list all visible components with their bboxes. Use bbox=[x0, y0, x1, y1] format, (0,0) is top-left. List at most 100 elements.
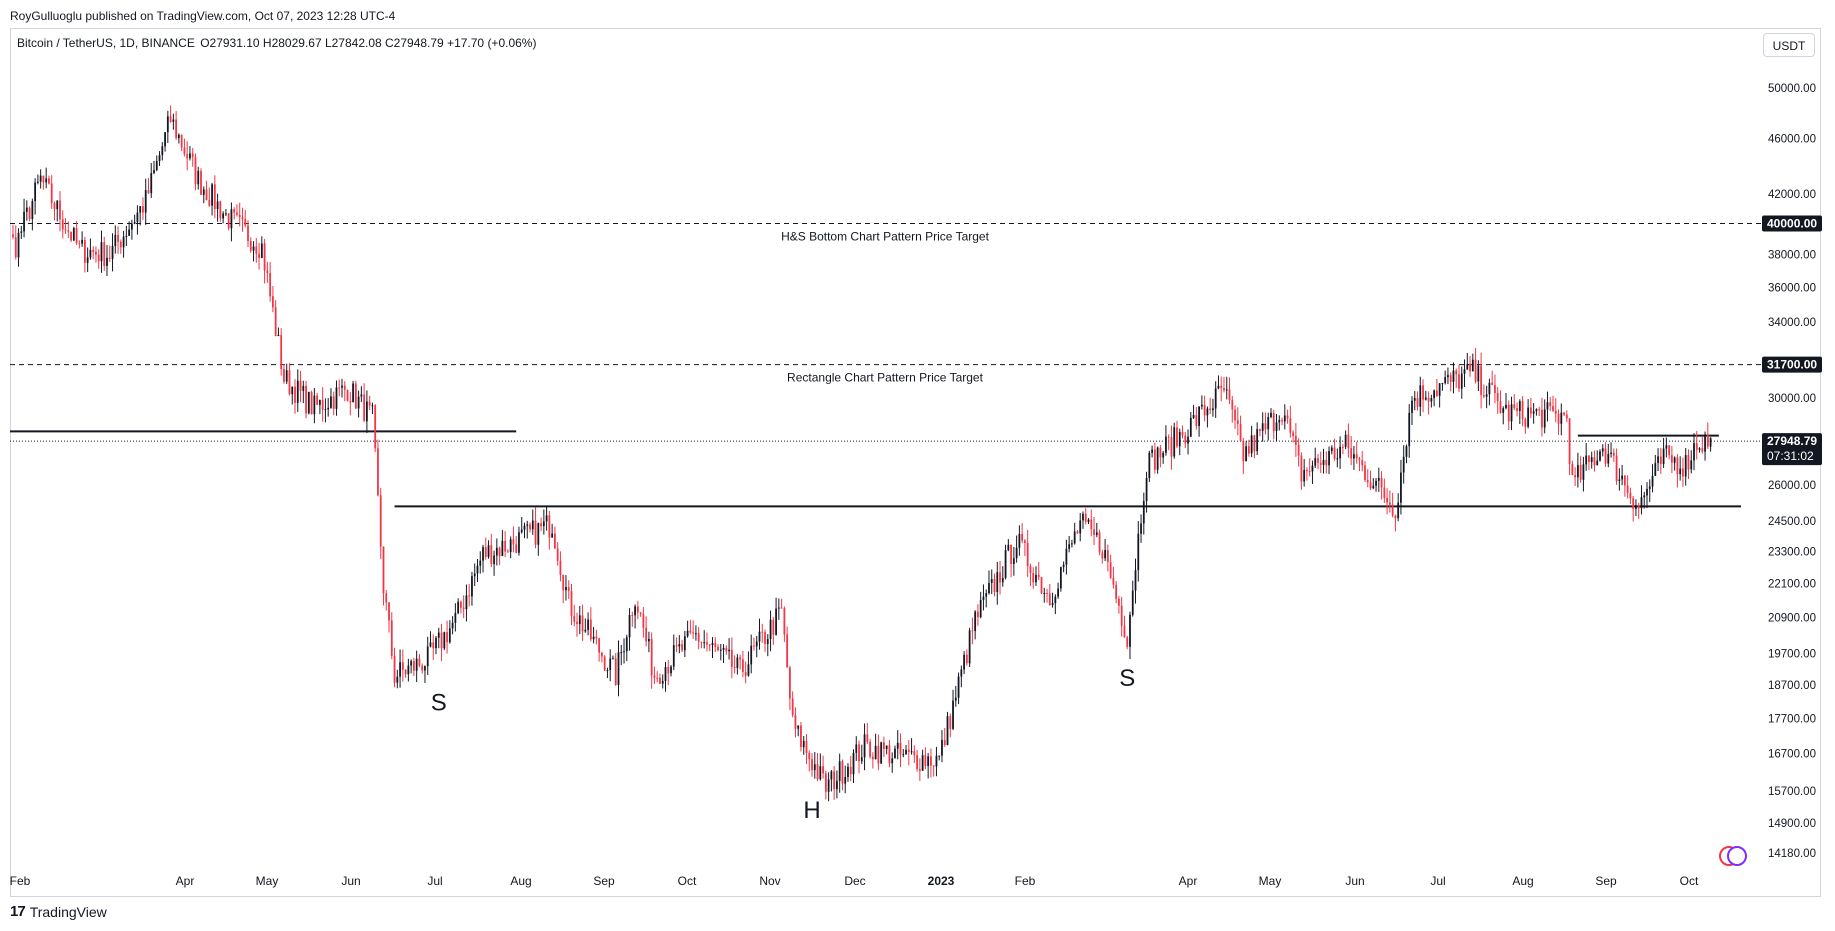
candle-body bbox=[1615, 455, 1618, 481]
candle-body bbox=[811, 759, 813, 771]
candle-body bbox=[952, 700, 954, 729]
price-axis-tick: 26000.00 bbox=[1768, 480, 1816, 492]
candle-body bbox=[1029, 566, 1032, 573]
candle-body bbox=[1159, 447, 1162, 458]
candle-body bbox=[965, 654, 968, 664]
candle-body bbox=[777, 607, 780, 609]
candle-body bbox=[1187, 436, 1189, 444]
candle-body bbox=[200, 170, 202, 195]
candle-body bbox=[1709, 437, 1712, 447]
candle-body bbox=[714, 643, 717, 647]
candle-body bbox=[482, 547, 484, 561]
candle-body bbox=[236, 212, 238, 215]
candle-body bbox=[346, 389, 349, 401]
flag-icon[interactable] bbox=[1727, 846, 1747, 866]
candle-body bbox=[291, 386, 294, 395]
candle-body bbox=[747, 664, 750, 676]
price-axis-tick: 19700.00 bbox=[1768, 648, 1816, 660]
candle-body bbox=[1435, 390, 1438, 396]
candle-body bbox=[885, 745, 888, 750]
currency-button[interactable]: USDT bbox=[1763, 33, 1815, 57]
time-axis-tick: Feb bbox=[10, 874, 31, 888]
symbol-name[interactable]: Bitcoin / TetherUS, 1D, BINANCE bbox=[17, 36, 195, 50]
price-tag[interactable] bbox=[1762, 356, 1822, 373]
candle-body bbox=[1341, 446, 1344, 448]
candle-body bbox=[1413, 398, 1416, 401]
candle-body bbox=[703, 642, 706, 644]
candle-body bbox=[310, 391, 313, 415]
candle-body bbox=[523, 525, 526, 530]
candle-body bbox=[1024, 540, 1026, 543]
candle-body bbox=[1499, 401, 1502, 413]
candle-body bbox=[1228, 389, 1231, 401]
candle-body bbox=[896, 742, 899, 749]
candle-body bbox=[916, 755, 918, 769]
candle-body bbox=[365, 401, 368, 422]
candle-body bbox=[1485, 394, 1488, 397]
candle-body bbox=[1518, 401, 1521, 411]
symbol-legend[interactable]: Bitcoin / TetherUS, 1D, BINANCE O27931.1… bbox=[17, 36, 536, 50]
candle-body bbox=[708, 644, 711, 646]
candle-body bbox=[883, 742, 885, 750]
candle-body bbox=[390, 620, 393, 656]
candle-body bbox=[498, 547, 501, 557]
tradingview-logo[interactable]: 17 TradingView bbox=[10, 903, 107, 920]
candle-body bbox=[415, 658, 418, 671]
candle-body bbox=[360, 394, 363, 397]
candle-body bbox=[1676, 457, 1679, 475]
price-tag[interactable] bbox=[1762, 215, 1822, 232]
candle-body bbox=[490, 545, 493, 565]
candle-body bbox=[1275, 422, 1278, 432]
candle-body bbox=[1657, 456, 1659, 464]
candle-body bbox=[863, 734, 866, 758]
candle-body bbox=[1245, 446, 1248, 462]
candle-body bbox=[706, 642, 708, 645]
candle-body bbox=[377, 448, 379, 496]
candle-body bbox=[996, 572, 999, 592]
candle-body bbox=[866, 734, 869, 742]
candle-body bbox=[1156, 447, 1159, 470]
candle-body bbox=[636, 606, 639, 613]
candle-body bbox=[1494, 384, 1496, 393]
price-tag[interactable] bbox=[1762, 433, 1822, 466]
candle-body bbox=[1184, 435, 1187, 444]
candle-body bbox=[1507, 404, 1510, 422]
candle-body bbox=[1541, 409, 1543, 428]
candle-body bbox=[1640, 497, 1643, 509]
candle-body bbox=[183, 147, 186, 154]
price-axis-tick: 50000.00 bbox=[1768, 83, 1816, 95]
candle-body bbox=[526, 524, 529, 526]
candle-body bbox=[830, 771, 833, 780]
candle-body bbox=[1043, 592, 1046, 594]
candle-body bbox=[1176, 427, 1178, 447]
candle-body bbox=[675, 645, 678, 647]
candle-body bbox=[1057, 588, 1059, 597]
candle-body bbox=[1466, 364, 1469, 370]
candle-body bbox=[1579, 465, 1582, 480]
candle-body bbox=[1654, 463, 1657, 476]
candle-body bbox=[880, 742, 883, 764]
candle-body bbox=[1286, 415, 1289, 419]
candle-body bbox=[1366, 480, 1369, 483]
candle-body bbox=[960, 669, 963, 677]
candle-body bbox=[833, 771, 836, 790]
candle-body bbox=[573, 615, 576, 622]
candle-body bbox=[1643, 495, 1646, 498]
candle-body bbox=[819, 766, 822, 780]
candle-body bbox=[111, 246, 114, 259]
candle-body bbox=[1400, 472, 1402, 503]
candle-body bbox=[827, 779, 830, 792]
candle-body bbox=[1524, 418, 1527, 427]
candle-body bbox=[1433, 390, 1436, 399]
candle-body bbox=[1693, 443, 1695, 461]
candle-body bbox=[1112, 577, 1115, 585]
candle-body bbox=[202, 189, 205, 195]
candle-body bbox=[313, 395, 316, 415]
candle-body bbox=[554, 533, 556, 549]
candle-body bbox=[1684, 455, 1687, 477]
candle-body bbox=[271, 296, 274, 308]
candle-body bbox=[227, 213, 230, 229]
candle-body bbox=[1259, 429, 1261, 431]
candle-body bbox=[1098, 532, 1101, 553]
